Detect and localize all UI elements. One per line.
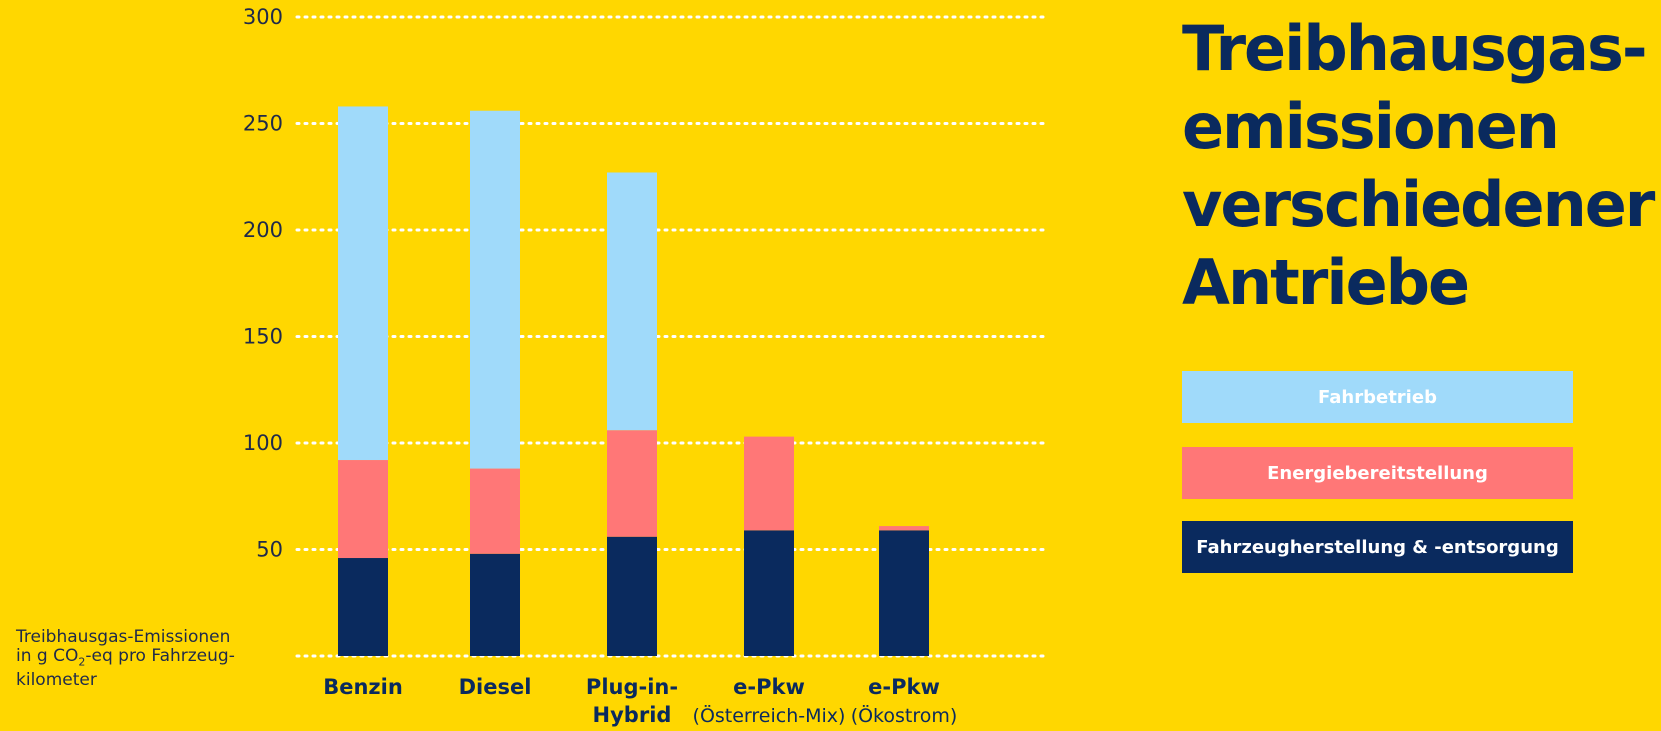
- bar-segment: [607, 536, 657, 656]
- x-category-sublabel: Hybrid: [593, 703, 672, 727]
- y-tick-label: 200: [243, 218, 283, 242]
- y-tick-label: 50: [256, 538, 283, 562]
- x-category-label: e-Pkw: [733, 675, 805, 699]
- bar-segment: [470, 110, 520, 469]
- bar-segment: [338, 558, 388, 656]
- x-category-sublabel: (Österreich-Mix): [693, 704, 846, 727]
- x-axis-categories: Benzin Diesel Plug-in- Hybrid e-Pkw (Österrei…: [323, 675, 957, 727]
- y-tick-label: 300: [243, 5, 283, 29]
- y-tick-label: 150: [243, 325, 283, 349]
- y-axis-label-line-1: Treibhausgas-Emissionen: [16, 627, 231, 647]
- x-category-sublabel: (Ökostrom): [851, 704, 958, 727]
- legend-fahrbetrieb: Fahrbetrieb: [1182, 371, 1573, 423]
- gridlines: [295, 15, 1047, 658]
- bar-segment: [607, 172, 657, 431]
- title-line-2: emissionen: [1182, 90, 1560, 163]
- y-axis-label-line-2: in g CO2-eq pro Fahrzeug-: [16, 646, 235, 669]
- y-axis-label-line-3: kilometer: [16, 670, 97, 691]
- bar-segment: [470, 553, 520, 656]
- title-line-3: verschiedener: [1182, 168, 1655, 241]
- bar-segment: [879, 526, 929, 531]
- legend-energiebereitstellung: Energiebereitstellung: [1182, 447, 1573, 499]
- bar-segment: [744, 436, 794, 531]
- y-axis-label: Treibhausgas-Emissionen in g CO2-eq pro …: [16, 628, 266, 690]
- x-category-label: Diesel: [459, 675, 532, 699]
- x-category-label: Benzin: [323, 675, 403, 699]
- y-tick-label: 250: [243, 112, 283, 136]
- bars: [338, 106, 929, 656]
- legend-fahrzeugherstellung: Fahrzeugherstellung & -entsorgung: [1182, 521, 1573, 573]
- y-axis-ticks: 50 100 150 200 250 300: [243, 5, 283, 562]
- x-category-label: e-Pkw: [868, 675, 940, 699]
- bar-segment: [607, 430, 657, 537]
- x-category-label: Plug-in-: [586, 675, 678, 699]
- bar-segment: [338, 460, 388, 559]
- chart-title: Treibhausgas- emissionen verschiedener A…: [1182, 10, 1655, 322]
- y-tick-label: 100: [243, 431, 283, 455]
- bar-segment: [879, 530, 929, 656]
- bar-segment: [470, 468, 520, 554]
- bar-segment: [338, 106, 388, 461]
- title-line-4: Antriebe: [1182, 246, 1470, 319]
- title-line-1: Treibhausgas-: [1182, 12, 1648, 85]
- bar-segment: [744, 530, 794, 656]
